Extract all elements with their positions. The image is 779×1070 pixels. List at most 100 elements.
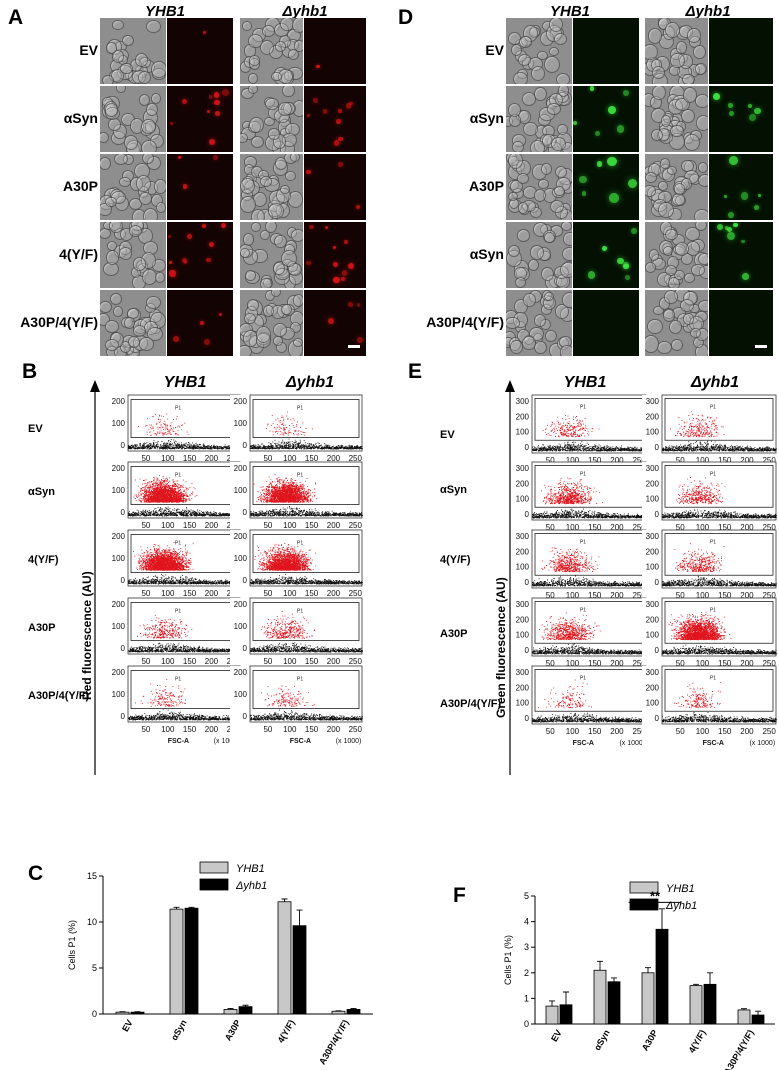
bar xyxy=(346,1008,361,1015)
x-tick-label: 150 xyxy=(588,523,602,532)
y-tick-label: 100 xyxy=(646,495,660,504)
x-tick-label: 50 xyxy=(546,659,555,668)
scale-bar xyxy=(348,345,360,348)
micro-row-label: A30P/4(Y/F) xyxy=(20,314,98,330)
y-tick-label: 0 xyxy=(655,714,660,723)
brightfield-image xyxy=(506,154,572,220)
fluorescence-image xyxy=(709,18,773,84)
fluorescence-image xyxy=(573,86,639,152)
y-tick-label: 0 xyxy=(525,646,530,655)
bar xyxy=(641,972,655,1025)
y-tick-label: 200 xyxy=(646,683,660,692)
x-tick-label: 50 xyxy=(676,591,685,600)
x-tick-label: 50 xyxy=(263,589,272,598)
micro-row-label: αSyn xyxy=(469,110,504,126)
flow-row-label: αSyn xyxy=(440,484,467,496)
gate-p1 xyxy=(664,533,774,576)
brightfield-image xyxy=(645,222,708,288)
x-tick-label: 50 xyxy=(141,454,150,463)
flow-plot-svg: P1 300 200 100 0 50 100 150 200 250 xyxy=(646,461,777,532)
x-axis-unit: (x 1000) xyxy=(749,740,775,747)
x-tick-label: 100 xyxy=(161,454,175,463)
x-tick-label: 150 xyxy=(718,591,732,600)
brightfield-image xyxy=(506,86,572,152)
y-tick-label: 200 xyxy=(112,397,126,406)
gate-label: P1 xyxy=(297,540,303,546)
x-tick-label: 250 xyxy=(349,589,363,598)
x-tick-label: 150 xyxy=(183,521,197,530)
x-category-label: αSyn xyxy=(592,1028,612,1052)
gate-p1 xyxy=(252,466,360,505)
y-tick-label: 0 xyxy=(525,510,530,519)
x-axis-label: FSC-A xyxy=(168,738,189,745)
error-bar xyxy=(611,977,617,982)
x-tick-label: 100 xyxy=(696,523,710,532)
fluorescence-image xyxy=(167,290,233,356)
x-tick-label: 50 xyxy=(546,591,555,600)
flow-plot-svg: P1 200 100 0 50 100 150 200 250 FSC-A (x 1000) xyxy=(234,665,363,745)
x-tick-label: 200 xyxy=(610,659,624,668)
x-tick-label: 50 xyxy=(141,657,150,666)
gate-label: P1 xyxy=(580,675,586,681)
brightfield-image xyxy=(100,290,166,356)
x-tick-label: 200 xyxy=(205,725,219,734)
y-tick-label: 0 xyxy=(121,576,126,585)
brightfield-image xyxy=(506,290,572,356)
brightfield-image xyxy=(100,18,166,84)
y-tick-label: 200 xyxy=(516,479,530,488)
x-tick-label: 100 xyxy=(696,456,710,465)
x-tick-label: 150 xyxy=(588,456,602,465)
flow-row-label: A30P/4(Y/F) xyxy=(28,690,90,702)
flow-plot-svg: P1 300 200 100 0 50 100 150 200 250 FSC-A (x 1000) xyxy=(646,665,777,747)
y-tick-label: 300 xyxy=(646,600,660,609)
x-category-label: A30P/4(Y/F) xyxy=(722,1028,756,1070)
gate-p1 xyxy=(252,534,360,573)
error-bar xyxy=(659,908,665,930)
bar xyxy=(115,1011,130,1015)
y-tick-label: 200 xyxy=(112,532,126,541)
y-tick-label: 0 xyxy=(121,508,126,517)
brightfield-image xyxy=(506,222,572,288)
brightfield-image xyxy=(645,86,708,152)
panel-d-col-dyhb1: Δyhb1 xyxy=(685,3,731,20)
bar xyxy=(545,1005,559,1025)
gate-label: P1 xyxy=(175,405,181,411)
x-tick-label: 50 xyxy=(546,727,555,736)
micro-row-label: A30P xyxy=(468,178,504,194)
x-tick-label: 150 xyxy=(305,454,319,463)
x-axis-label: FSC-A xyxy=(573,740,594,747)
y-tick-label: 100 xyxy=(646,631,660,640)
x-tick-label: 200 xyxy=(205,521,219,530)
x-tick-label: 200 xyxy=(205,657,219,666)
x-tick-label: 200 xyxy=(610,727,624,736)
gate-label: P1 xyxy=(580,404,586,410)
y-tick-label: 100 xyxy=(234,419,248,428)
error-bar xyxy=(188,906,195,909)
x-axis-unit: (x 1000) xyxy=(619,740,645,747)
x-tick-label: 100 xyxy=(161,589,175,598)
y-tick-label: 100 xyxy=(516,495,530,504)
x-tick-label: 250 xyxy=(632,591,646,600)
x-tick-label: 50 xyxy=(676,456,685,465)
brightfield-image xyxy=(645,154,708,220)
panel-a-col-dyhb1: Δyhb1 xyxy=(282,3,328,20)
x-tick-label: 200 xyxy=(740,659,754,668)
y-tick-label: 200 xyxy=(646,615,660,624)
fluorescence-image xyxy=(573,154,639,220)
brightfield-image xyxy=(100,154,166,220)
y-tick-label: 200 xyxy=(516,412,530,421)
legend-label: YHB1 xyxy=(236,863,265,875)
x-tick-label: 150 xyxy=(718,523,732,532)
gate-p1 xyxy=(534,601,644,644)
significance-annotation: ** xyxy=(650,888,661,903)
x-tick-label: 200 xyxy=(205,589,219,598)
legend-swatch xyxy=(199,878,229,891)
y-tick-label: 0 xyxy=(121,712,126,721)
panel-b-col-yhb1: YHB1 xyxy=(163,374,207,391)
bar xyxy=(130,1011,145,1015)
gate-label: P1 xyxy=(297,676,303,682)
fluorescence-image xyxy=(709,86,773,152)
gate-label: P1 xyxy=(580,607,586,613)
y-tick-label: 300 xyxy=(646,397,660,406)
